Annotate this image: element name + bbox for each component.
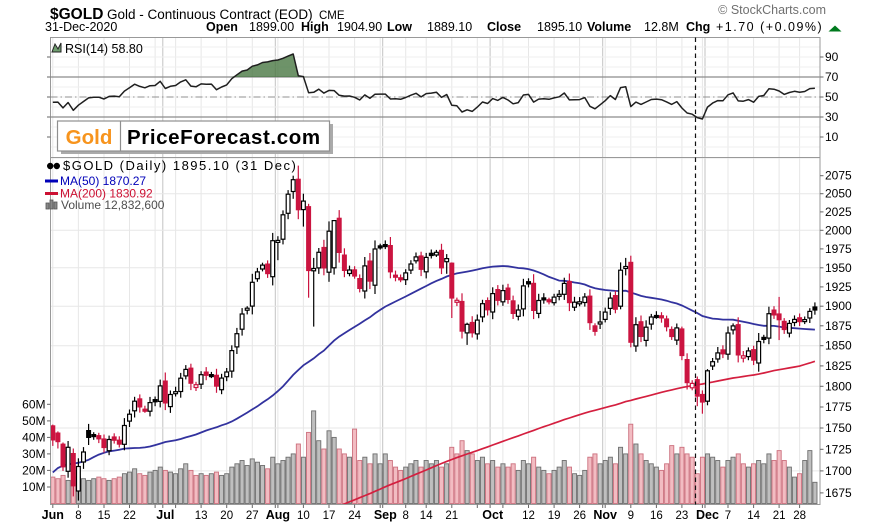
- svg-text:1850: 1850: [825, 339, 852, 353]
- svg-text:50: 50: [825, 90, 839, 104]
- svg-text:1904.90: 1904.90: [337, 20, 382, 34]
- svg-text:$GOLD: $GOLD: [50, 6, 103, 23]
- svg-text:© StockCharts.com: © StockCharts.com: [718, 3, 826, 17]
- svg-text:10: 10: [825, 130, 839, 144]
- svg-text:21: 21: [773, 510, 786, 522]
- svg-text:1895.10: 1895.10: [537, 20, 582, 34]
- svg-text:10M: 10M: [22, 480, 45, 494]
- svg-text:Close: Close: [487, 20, 521, 34]
- svg-text:19: 19: [548, 510, 561, 522]
- svg-text:50M: 50M: [22, 414, 45, 428]
- svg-text:Sep: Sep: [374, 508, 397, 522]
- svg-text:Jul: Jul: [156, 508, 174, 522]
- svg-text:Chg: Chg: [686, 20, 710, 34]
- svg-text:15: 15: [98, 510, 111, 522]
- svg-text:RSI(14) 58.80: RSI(14) 58.80: [65, 42, 143, 56]
- svg-text:1899.00: 1899.00: [249, 20, 294, 34]
- svg-text:10: 10: [297, 510, 310, 522]
- svg-text:20M: 20M: [22, 463, 45, 477]
- svg-text:Volume 12,832,600: Volume 12,832,600: [61, 198, 165, 212]
- svg-text:20: 20: [220, 510, 233, 522]
- svg-text:9: 9: [628, 510, 634, 522]
- svg-text:1975: 1975: [825, 242, 852, 256]
- svg-text:1875: 1875: [825, 319, 852, 333]
- svg-text:30: 30: [825, 110, 839, 124]
- svg-text:26: 26: [573, 510, 586, 522]
- svg-text:14: 14: [747, 510, 760, 522]
- svg-text:31-Dec-2020: 31-Dec-2020: [45, 20, 117, 34]
- svg-text:30M: 30M: [22, 447, 45, 461]
- svg-text:PriceForecast.com: PriceForecast.com: [127, 126, 321, 149]
- svg-text:8: 8: [75, 510, 81, 522]
- svg-text:22: 22: [123, 510, 136, 522]
- svg-text:High: High: [301, 20, 329, 34]
- svg-text:Low: Low: [387, 20, 412, 34]
- svg-text:1750: 1750: [825, 421, 852, 435]
- svg-text:90: 90: [825, 50, 839, 64]
- svg-text:Gold - Continuous Contract (EO: Gold - Continuous Contract (EOD): [107, 7, 313, 22]
- svg-text:Oct: Oct: [482, 508, 504, 522]
- svg-text:1725: 1725: [825, 442, 852, 456]
- svg-text:1950: 1950: [825, 261, 852, 275]
- svg-text:1900: 1900: [825, 299, 852, 313]
- svg-text:27: 27: [246, 510, 259, 522]
- svg-text:Gold: Gold: [66, 126, 113, 149]
- svg-text:+1.70 (+0.09%): +1.70 (+0.09%): [716, 20, 823, 34]
- svg-text:21: 21: [445, 510, 458, 522]
- svg-text:Open: Open: [206, 20, 238, 34]
- svg-text:CME: CME: [319, 10, 345, 22]
- svg-text:12.8M: 12.8M: [644, 20, 679, 34]
- svg-text:13: 13: [195, 510, 208, 522]
- svg-text:Dec: Dec: [696, 508, 719, 522]
- svg-text:MA(50) 1870.27: MA(50) 1870.27: [60, 174, 146, 188]
- svg-text:$GOLD (Daily) 1895.10 (31 Dec): $GOLD (Daily) 1895.10 (31 Dec): [63, 158, 297, 173]
- svg-text:Jun: Jun: [42, 508, 64, 522]
- svg-text:2000: 2000: [825, 223, 852, 237]
- svg-text:2075: 2075: [825, 169, 852, 183]
- svg-text:2050: 2050: [825, 187, 852, 201]
- svg-text:12: 12: [522, 510, 535, 522]
- svg-text:23: 23: [676, 510, 689, 522]
- svg-text:16: 16: [650, 510, 663, 522]
- svg-text:1675: 1675: [825, 486, 852, 500]
- svg-text:17: 17: [323, 510, 336, 522]
- svg-text:1775: 1775: [825, 400, 852, 414]
- svg-text:8: 8: [402, 510, 408, 522]
- svg-text:1925: 1925: [825, 280, 852, 294]
- svg-text:24: 24: [348, 510, 361, 522]
- svg-text:MA(200) 1830.92: MA(200) 1830.92: [60, 187, 153, 201]
- svg-text:70: 70: [825, 70, 839, 84]
- svg-text:1700: 1700: [825, 464, 852, 478]
- svg-text:Aug: Aug: [266, 508, 290, 522]
- svg-text:1800: 1800: [825, 379, 852, 393]
- svg-text:40M: 40M: [22, 430, 45, 444]
- svg-text:1825: 1825: [825, 359, 852, 373]
- svg-text:2025: 2025: [825, 205, 852, 219]
- svg-text:7: 7: [725, 510, 731, 522]
- svg-text:Nov: Nov: [593, 508, 617, 522]
- svg-text:14: 14: [420, 510, 433, 522]
- svg-text:28: 28: [793, 510, 806, 522]
- svg-text:Volume: Volume: [587, 20, 631, 34]
- svg-text:60M: 60M: [22, 397, 45, 411]
- svg-text:1889.10: 1889.10: [427, 20, 472, 34]
